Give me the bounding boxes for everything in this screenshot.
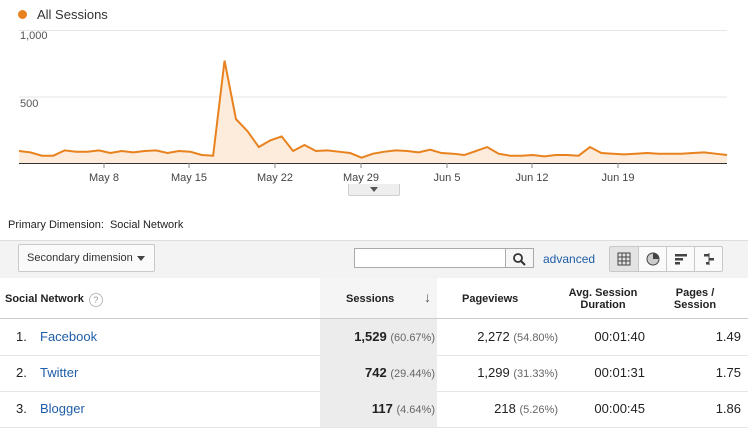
header-label: Avg. Session (568, 287, 638, 299)
row-sessions: 742 (29.44%) (365, 365, 435, 380)
comparison-icon (703, 253, 714, 265)
sessions-value: 117 (371, 401, 393, 416)
pageviews-value: 218 (494, 401, 516, 416)
row-pages-per-session: 1.86 (715, 401, 741, 416)
x-ticks (103, 163, 619, 168)
row-network-link[interactable]: Facebook (40, 329, 98, 344)
grid-icon (617, 252, 631, 266)
row-rank: 3. (16, 401, 27, 416)
chart-legend[interactable]: All Sessions (18, 7, 108, 22)
header-sessions[interactable]: Sessions (346, 293, 395, 305)
pageviews-percent: (31.33%) (513, 368, 558, 380)
advanced-filter-link[interactable]: advanced (543, 252, 596, 266)
pageviews-value: 1,299 (477, 365, 510, 380)
sessions-column-shade (320, 355, 437, 391)
header-social-network[interactable]: Social Network? (5, 293, 103, 307)
row-rank: 1. (16, 329, 27, 344)
x-tick-label: May 29 (342, 172, 380, 184)
x-tick-label: Jun 12 (515, 172, 549, 184)
row-pages-per-session: 1.49 (715, 329, 741, 344)
sessions-value: 742 (365, 365, 387, 380)
sessions-chart[interactable] (0, 0, 748, 200)
row-network-link[interactable]: Twitter (40, 365, 79, 380)
chart-grid (19, 30, 727, 164)
row-avg-duration: 00:01:40 (594, 329, 645, 344)
sessions-percent: (29.44%) (390, 368, 435, 380)
y-tick-label: 1,000 (20, 30, 48, 42)
header-label: Session (673, 299, 717, 311)
row-pageviews: 1,299 (31.33%) (477, 365, 558, 380)
pageviews-value: 2,272 (477, 329, 510, 344)
row-pageviews: 2,272 (54.80%) (477, 329, 558, 344)
primary-dimension-label: Primary Dimension: (8, 219, 104, 231)
pageviews-percent: (5.26%) (519, 404, 558, 416)
header-pageviews[interactable]: Pageviews (462, 293, 519, 305)
sort-descending-icon[interactable]: ↓ (424, 289, 431, 305)
chevron-down-icon (370, 187, 378, 192)
view-toggle-group (609, 246, 723, 272)
row-pages-per-session: 1.75 (715, 365, 741, 380)
sessions-percent: (60.67%) (390, 332, 435, 344)
header-pages-per-session[interactable]: Pages / Session (668, 287, 722, 311)
performance-view-button[interactable] (666, 247, 694, 271)
chart-collapse-handle[interactable] (348, 184, 400, 196)
bar-chart-icon (674, 254, 687, 265)
x-tick-label: May 15 (170, 172, 208, 184)
table-row: 1. Facebook 1,529 (60.67%) 2,272 (54.80%) 00… (0, 319, 748, 356)
table-view-button[interactable] (610, 247, 638, 271)
table-row: 2. Twitter 742 (29.44%) 1,299 (31.33%) 00:01… (0, 355, 748, 392)
header-label: Social Network (5, 293, 84, 305)
legend-label: All Sessions (37, 7, 108, 22)
pageviews-percent: (54.80%) (513, 332, 558, 344)
sessions-column-shade (320, 319, 437, 355)
row-pageviews: 218 (5.26%) (494, 401, 558, 416)
row-avg-duration: 00:01:31 (594, 365, 645, 380)
header-avg-session-duration[interactable]: Avg. Session Duration (568, 287, 638, 311)
table-header: Social Network? Sessions ↓ Pageviews Avg… (0, 278, 748, 319)
table-search-input[interactable] (354, 248, 506, 268)
sessions-percent: (4.64%) (396, 404, 435, 416)
series-dot-icon (18, 10, 27, 19)
row-avg-duration: 00:00:45 (594, 401, 645, 416)
header-label: Duration (580, 299, 626, 311)
row-network-link[interactable]: Blogger (40, 401, 85, 416)
row-sessions: 1,529 (60.67%) (354, 329, 435, 344)
pie-view-button[interactable] (638, 247, 666, 271)
sessions-value: 1,529 (354, 329, 387, 344)
sessions-area (19, 60, 727, 164)
row-sessions: 117 (4.64%) (372, 401, 435, 416)
chevron-down-icon (137, 256, 145, 261)
primary-dimension: Primary Dimension: Social Network (8, 219, 183, 231)
secondary-dimension-label: Secondary dimension (27, 252, 133, 264)
help-icon[interactable]: ? (88, 293, 103, 307)
header-label: Pages / (675, 287, 715, 299)
table-row: 3. Blogger 117 (4.64%) 218 (5.26%) 00:00:45 1… (0, 391, 748, 428)
sessions-column-shade (320, 391, 437, 427)
secondary-dimension-dropdown[interactable]: Secondary dimension (18, 244, 155, 272)
row-rank: 2. (16, 365, 27, 380)
primary-dimension-value[interactable]: Social Network (109, 219, 184, 231)
comparison-view-button[interactable] (694, 247, 722, 271)
pie-chart-icon (646, 252, 659, 266)
x-tick-label: May 22 (256, 172, 294, 184)
x-tick-label: Jun 5 (433, 172, 461, 184)
search-icon (513, 253, 526, 266)
sessions-line (18, 60, 728, 159)
sessions-column-shade (320, 278, 437, 318)
search-button[interactable] (506, 248, 534, 268)
x-tick-label: May 8 (89, 172, 119, 184)
y-tick-label: 500 (20, 98, 39, 110)
x-tick-label: Jun 19 (601, 172, 635, 184)
